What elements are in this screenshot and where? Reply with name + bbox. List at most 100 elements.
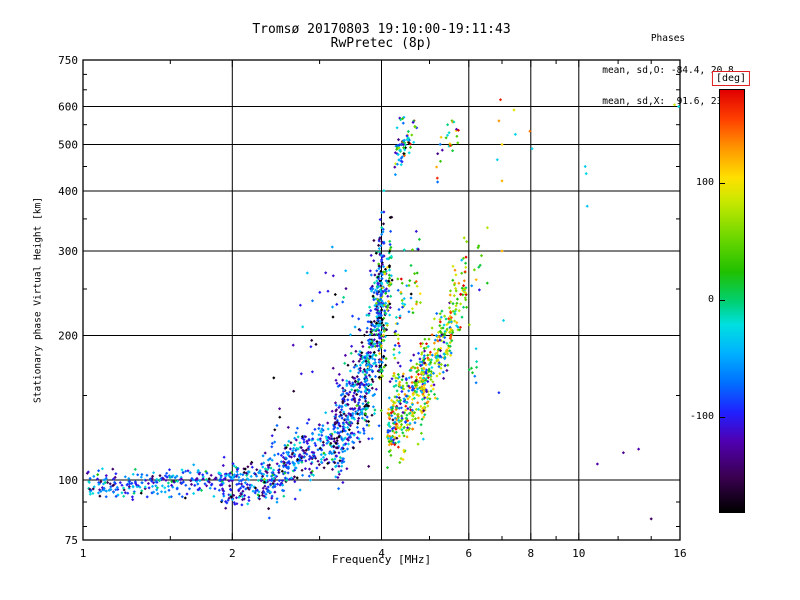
data-point <box>112 490 116 494</box>
data-point <box>312 451 316 455</box>
data-point <box>387 396 391 400</box>
data-point <box>377 243 381 247</box>
data-point <box>317 426 321 431</box>
data-point <box>377 264 381 268</box>
data-point <box>136 473 140 477</box>
data-point <box>377 239 381 243</box>
data-point <box>329 441 333 445</box>
data-point <box>355 425 359 429</box>
data-point <box>341 397 345 401</box>
data-point <box>341 429 345 433</box>
data-point <box>389 411 393 415</box>
data-point <box>447 306 452 310</box>
data-point <box>99 480 103 484</box>
data-point <box>145 495 149 499</box>
data-point <box>474 278 478 282</box>
data-point <box>380 240 384 244</box>
data-point <box>346 442 351 446</box>
data-point <box>99 489 103 493</box>
data-point <box>348 390 352 394</box>
data-point <box>406 136 410 140</box>
data-point <box>397 434 401 438</box>
data-point <box>393 165 397 169</box>
data-point <box>325 457 329 461</box>
data-point <box>372 328 376 332</box>
data-point <box>379 344 383 348</box>
data-point <box>442 376 446 380</box>
data-point <box>395 126 399 130</box>
data-point <box>451 278 455 282</box>
data-point <box>293 497 297 501</box>
data-point <box>385 257 389 261</box>
data-point <box>399 163 403 167</box>
data-point <box>324 411 328 415</box>
data-point <box>403 143 407 147</box>
data-point <box>399 406 403 410</box>
data-point <box>459 302 463 306</box>
data-point <box>390 215 394 219</box>
data-point <box>357 367 361 371</box>
data-point <box>243 493 247 498</box>
data-point <box>322 466 326 470</box>
data-point <box>358 431 362 435</box>
data-point <box>321 440 325 444</box>
y-tick-label: 600 <box>58 101 78 114</box>
data-point <box>423 357 427 361</box>
data-point <box>155 480 159 484</box>
data-point <box>196 468 200 472</box>
data-point <box>410 408 415 412</box>
data-point <box>401 457 405 462</box>
data-point <box>192 491 196 496</box>
data-point <box>370 354 374 358</box>
data-point <box>390 427 394 431</box>
data-point <box>424 363 428 367</box>
data-point <box>427 362 431 366</box>
data-point <box>407 283 411 288</box>
data-point <box>230 497 235 502</box>
data-point <box>385 265 390 269</box>
data-point <box>371 380 375 384</box>
data-point <box>351 446 356 450</box>
data-point <box>380 232 384 236</box>
data-point <box>316 459 320 463</box>
data-point <box>108 482 112 486</box>
data-point <box>328 443 332 447</box>
data-point <box>370 332 374 336</box>
data-point <box>404 404 408 408</box>
data-point <box>445 327 449 331</box>
data-point <box>672 103 677 107</box>
data-point <box>289 455 293 459</box>
data-point <box>395 418 399 422</box>
data-point <box>379 271 383 275</box>
data-point <box>495 158 499 162</box>
data-point <box>373 304 377 308</box>
data-point <box>392 371 396 375</box>
data-point <box>398 398 403 402</box>
data-point <box>448 289 453 293</box>
data-point <box>113 480 117 484</box>
data-point <box>379 409 383 413</box>
data-point <box>389 294 393 298</box>
data-point <box>338 455 342 460</box>
data-point <box>273 483 277 487</box>
data-point <box>342 388 346 392</box>
data-point <box>186 469 190 473</box>
data-point <box>257 471 261 475</box>
data-point <box>377 340 381 344</box>
data-point <box>365 368 369 372</box>
data-point <box>413 421 417 425</box>
data-point <box>422 405 426 409</box>
data-point <box>421 437 425 441</box>
data-point <box>358 385 362 389</box>
data-point <box>449 316 453 320</box>
data-point <box>427 337 431 341</box>
data-point <box>330 467 335 471</box>
data-point <box>369 327 373 331</box>
data-point <box>280 469 284 473</box>
data-point <box>310 338 314 342</box>
data-point <box>345 437 349 441</box>
data-point <box>320 433 324 437</box>
data-point <box>358 383 362 387</box>
data-point <box>387 284 391 288</box>
